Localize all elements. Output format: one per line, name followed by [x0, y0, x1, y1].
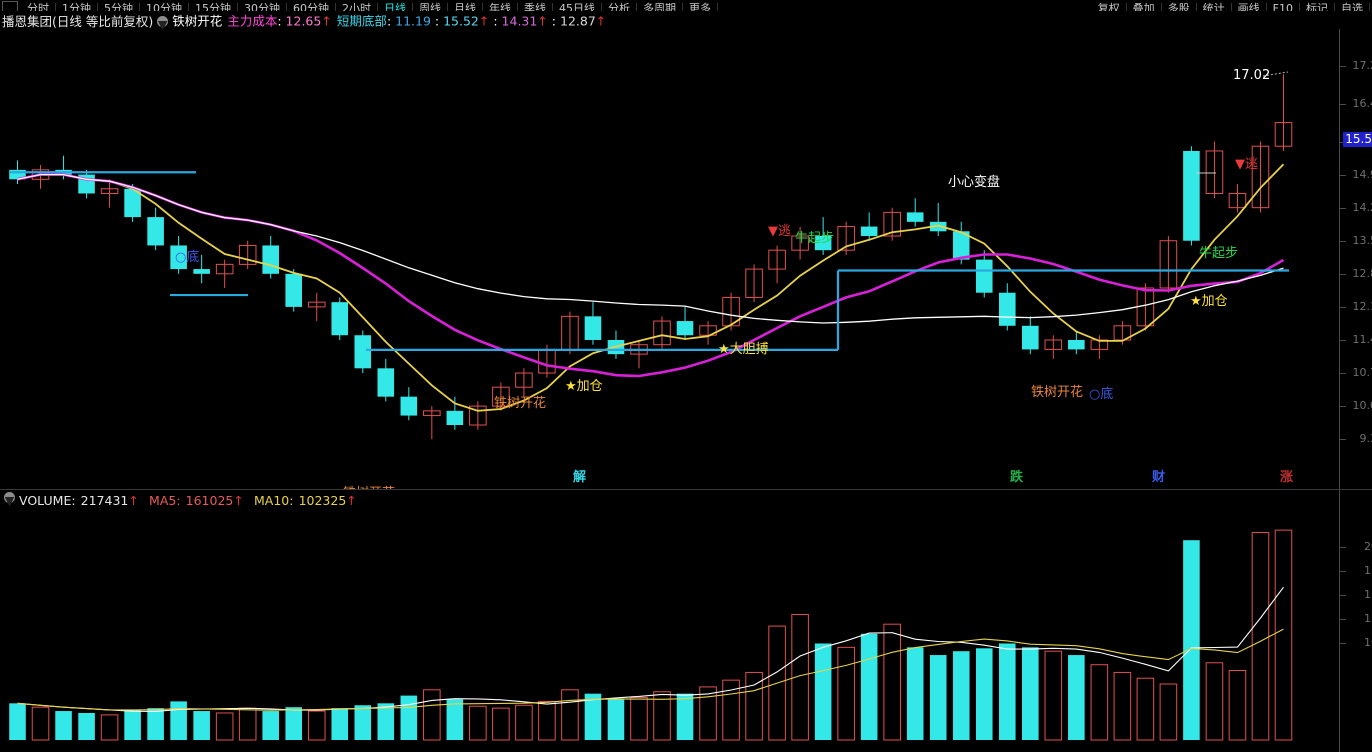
mark-zhang: 涨	[1280, 466, 1293, 485]
annotation-jiacang-2: ★加仓	[1190, 295, 1228, 309]
volume-tick-1: 17	[1364, 566, 1372, 576]
price-chart-pane[interactable]: ○底铁树开花铁树开花★加仓★大胆搏牛起步▼逃小心变盘铁树开花○底▼逃牛起步★加仓…	[0, 29, 1372, 489]
annotation-tieshu-kaihua-3: 铁树开花	[1031, 386, 1083, 400]
volume-tick-4: 10	[1364, 638, 1372, 648]
indicator-name: 铁树开花	[172, 14, 222, 29]
price-tick-0: 17.20	[1353, 61, 1372, 71]
bv3-arrow-up-icon: ↑	[537, 14, 547, 29]
price-tick-9: 10.70	[1353, 368, 1372, 378]
price-axis: 17.2016.4015.6014.9014.2013.5012.8012.10…	[1339, 29, 1372, 489]
bottom-label: 短期底部	[337, 14, 387, 29]
price-tick-3: 14.90	[1353, 170, 1372, 180]
price-tick-8: 11.40	[1353, 335, 1372, 345]
stock-title: 播恩集团(日线 等比前复权)	[2, 14, 153, 29]
annotation-bottom-marker-right: ○底	[1089, 388, 1113, 402]
mark-die: 跌	[1010, 466, 1023, 485]
price-tick-5: 13.50	[1353, 236, 1372, 246]
mark-cai: 财	[1152, 466, 1165, 485]
volume-tick-3: 12	[1364, 614, 1372, 624]
annotation-tao-2: ▼逃	[1235, 158, 1258, 172]
volume-axis: 20 17 15 12 10	[1339, 490, 1372, 752]
bottom-value-3: 14.31	[502, 14, 538, 29]
annotation-xiaoxin-bianpan: 小心变盘	[948, 176, 1000, 190]
annotation-jiacang-1: ★加仓	[565, 380, 603, 394]
bv2-arrow-up-icon: ↑	[479, 14, 489, 29]
price-candles-svg	[0, 29, 1340, 489]
annotation-niuqibu-1: 牛起步	[795, 232, 834, 246]
stock-info-bar: 播恩集团(日线 等比前复权)▼铁树开花 主力成本: 12.65↑ 短期底部: 1…	[0, 11, 1372, 29]
bv4-arrow-up-icon: ↑	[596, 14, 606, 29]
mark-jie: 解	[573, 466, 586, 485]
annotation-dadanbo: ★大胆搏	[718, 343, 769, 357]
price-tick-7: 12.10	[1353, 302, 1372, 312]
volume-chart-pane[interactable]: ▼VOLUME: 217431↑ MA5: 161025↑ MA10: 1023…	[0, 489, 1372, 752]
annotation-tao-1: ▼逃	[768, 225, 791, 239]
bottom-value-1: 11.19	[395, 14, 431, 29]
volume-tick-0: 20	[1364, 542, 1372, 552]
price-tick-1: 16.40	[1353, 99, 1372, 109]
volume-bars-svg	[0, 490, 1340, 752]
cost-arrow-up-icon: ↑	[321, 14, 331, 29]
price-tick-10: 10.00	[1353, 401, 1372, 411]
annotation-tieshu-kaihua-2: 铁树开花	[494, 397, 546, 411]
cost-value: 12.65	[286, 14, 322, 29]
price-tick-11: 9.30	[1360, 434, 1372, 444]
price-tick-4: 14.20	[1353, 203, 1372, 213]
bottom-value-2: 15.52	[443, 14, 479, 29]
annotation-peak-price-label: 17.02	[1233, 69, 1270, 83]
chevron-down-icon[interactable]: ▼	[157, 16, 168, 27]
last-price-badge: 15.5	[1343, 132, 1372, 147]
cost-label: 主力成本	[227, 14, 277, 29]
annotation-bottom-marker-left: ○底	[175, 251, 199, 265]
annotation-niuqibu-2: 牛起步	[1199, 247, 1238, 261]
bottom-value-4: 12.87	[560, 14, 596, 29]
price-tick-6: 12.80	[1353, 269, 1372, 279]
volume-tick-2: 15	[1364, 590, 1372, 600]
